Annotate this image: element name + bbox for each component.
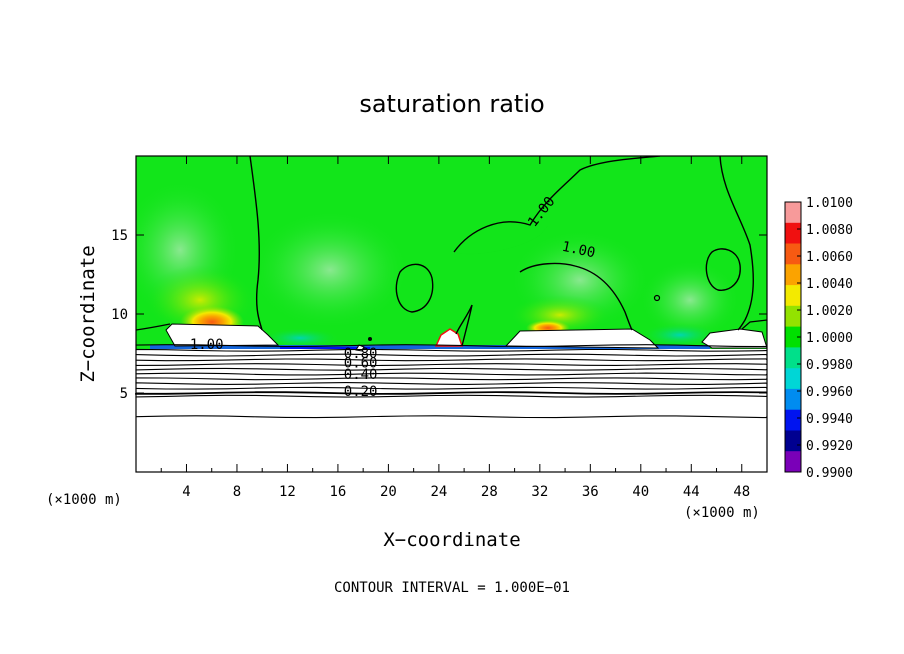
lower-layer [136,349,767,472]
x-tick-label: 4 [182,484,190,500]
contour-line [741,319,767,330]
colorbar-swatch [785,285,801,307]
colorbar-swatch [785,368,801,390]
cyan-region [640,323,720,347]
colorbar-swatch [785,388,801,411]
cloud-region [434,328,464,347]
contour-line [135,415,768,419]
contour-line [135,382,768,385]
cloud-region [165,323,280,347]
blue-band [150,345,710,351]
colorbar-swatch [785,326,801,348]
y-tick-label: 10 [111,307,128,323]
cyan-region [260,328,340,348]
x-tick-label: 24 [430,484,447,500]
contour-line [719,156,754,331]
contour-line [705,248,741,291]
contour-line [135,394,768,398]
x-tick-label: 20 [380,484,397,500]
x-tick-label: 12 [279,484,296,500]
colorbar-label: 0.9900 [806,466,853,481]
colorbar-label: 0.9920 [806,439,853,454]
contour-line [135,358,768,362]
contour-line [135,348,768,352]
colorbar-label: 0.9960 [806,385,853,400]
contour-line [519,262,633,331]
contour-line [135,377,768,381]
saturation-field [136,156,767,472]
colorbar-swatch [785,347,801,369]
colorbar-label: 1.0100 [806,196,853,211]
contour-line [135,367,768,371]
y-axis-ticks: 5 10 15 [111,228,767,402]
x-tick-label: 44 [683,484,700,500]
contour-line [135,372,768,376]
x-tick-label: 8 [233,484,241,500]
x-tick-label: 16 [329,484,346,500]
colorbar-swatch [785,243,801,265]
contour-label: 0.20 [344,384,378,400]
contour-line [455,304,473,347]
contour-line [135,353,768,357]
colorbar-label: 1.0000 [806,331,853,346]
x-tick-label: 32 [531,484,548,500]
colorbar: 1.0100 1.0080 1.0060 1.0040 1.0020 1.0000 0.99… [784,196,853,481]
x-tick-label: 36 [582,484,599,500]
contour-line [249,156,263,331]
x-tick-label: 40 [632,484,649,500]
y-tick-label: 15 [111,228,128,244]
contour-label: 0.60 [344,356,378,372]
contour-line [135,344,768,348]
x-axis-label: X−coordinate [383,529,520,551]
x-unit-right: (×1000 m) [684,505,760,521]
y-axis-label: Z−coordinate [77,245,99,382]
colorbar-label: 1.0080 [806,223,853,238]
colorbar-swatch [785,305,801,328]
contour-label: 1.00 [190,337,224,353]
cloud-region [701,328,767,349]
colorbar-label: 1.0020 [806,304,853,319]
contour-line [395,263,434,313]
x-unit-left: (×1000 m) [46,492,122,508]
x-tick-label: 48 [733,484,750,500]
colorbar-label: 0.9940 [806,412,853,427]
contour-label: 1.00 [560,239,596,262]
lower-contours [135,344,768,419]
colorbar-swatch [785,264,801,286]
contour-line [135,386,768,390]
contour-line [135,391,768,395]
cloud-region [504,328,660,349]
contour-interval-note: CONTOUR INTERVAL = 1.000E−01 [334,580,570,596]
pale-region [640,260,740,340]
contour-label: 0.40 [344,367,378,383]
colorbar-swatch [785,409,801,431]
pale-region [250,210,410,330]
contour-line [368,337,372,341]
y-tick-label: 5 [120,386,128,402]
x-tick-label: 28 [481,484,498,500]
contour-line [653,294,661,302]
x-axis-ticks: 4 8 12 16 20 24 28 32 36 40 44 48 [160,156,750,500]
colorbar-swatch [785,202,801,224]
contour-line [453,156,661,253]
contour-label: 0.80 [344,346,378,362]
colorbar-swatch [785,222,801,245]
colorbar-label: 1.0040 [806,277,853,292]
colorbar-swatch [785,451,801,473]
colorbar-label: 1.0060 [806,250,853,265]
colorbar-swatch [785,430,801,452]
chart-title: saturation ratio [359,90,544,118]
colorbar-label: 0.9980 [806,358,853,373]
contour-line [136,323,171,331]
contour-line [135,363,768,367]
